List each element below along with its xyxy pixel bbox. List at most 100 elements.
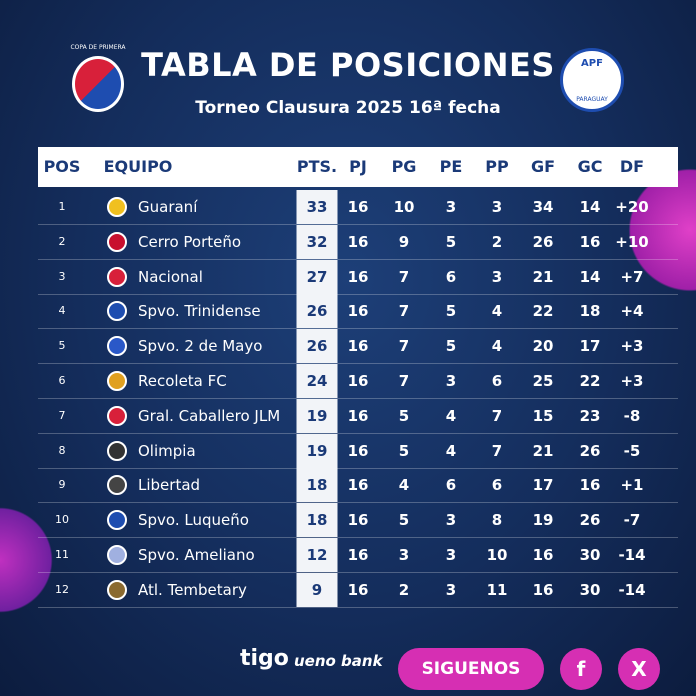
cell: 4 [491,302,503,321]
cell: 7 [491,441,503,460]
team-logo [107,231,127,252]
apf-logo [560,48,624,112]
position: 9 [58,478,66,492]
cell: 7 [398,267,410,286]
cell: 3 [445,546,457,564]
cell: +7 [620,267,644,286]
cell: 6 [445,267,457,286]
cell: 7 [491,406,503,425]
column-header: EQUIPO [103,157,173,176]
table-row: 3 Nacional 27 16 7 6 3 21 14 +7 [38,259,678,295]
table-row: 6 Recoleta FC 24 16 7 3 6 25 22 +3 [38,364,678,399]
cell: 34 [532,198,554,216]
cell: 18 [579,302,601,321]
team-logo [107,510,127,531]
points: 18 [296,468,338,503]
table-row: 8 Olimpia 19 16 5 4 7 21 26 -5 [38,433,678,469]
cell: 16 [347,511,369,530]
cell: 16 [579,476,601,495]
table-row: 10 Spvo. Luqueño 18 16 5 3 8 19 26 -7 [38,503,678,539]
cell: 7 [398,372,410,390]
team-name: Spvo. Trinidense [138,302,261,321]
cell: +1 [620,476,644,495]
position: 7 [58,408,66,422]
cell: -7 [623,511,641,530]
cell: 10 [393,198,415,216]
sponsor: ueno bank [294,652,383,670]
cell: 2 [491,232,503,251]
table-row: 7 Gral. Caballero JLM 19 16 5 4 7 15 23 -8 [38,398,678,434]
position: 1 [58,200,66,213]
column-header: GC [577,157,603,176]
cell: 22 [532,302,554,321]
cell: 21 [532,441,554,460]
cell: 3 [445,580,457,599]
cell: 16 [347,267,369,286]
position: 4 [58,304,66,318]
cell: 5 [445,337,457,356]
table-row: 2 Cerro Porteño 32 16 9 5 2 26 16 +10 [38,224,678,260]
team-logo [107,440,127,461]
cell: 5 [445,302,457,321]
position: 5 [58,339,66,353]
points: 19 [296,433,338,468]
points: 19 [296,398,338,433]
cell: 16 [347,302,369,321]
cell: 16 [347,372,369,390]
cell: 23 [579,406,601,425]
cell: 10 [486,546,508,564]
position: 2 [58,234,66,248]
cell: 26 [532,232,554,251]
cell: 19 [532,511,554,530]
cell: +3 [620,372,644,390]
cell: 4 [491,337,503,356]
cell: 5 [398,441,410,460]
cell: +4 [620,302,644,321]
follow-button[interactable]: SIGUENOS [398,648,544,690]
cell: 21 [532,267,554,286]
cell: 6 [445,476,457,495]
column-header: POS [43,157,81,176]
cell: 4 [445,406,457,425]
team-name: Guaraní [138,198,198,216]
cell: 11 [486,580,508,599]
cell: 16 [532,546,554,564]
cell: +3 [620,337,644,356]
table-row: 4 Spvo. Trinidense 26 16 7 5 4 22 18 +4 [38,294,678,330]
points: 26 [296,294,338,329]
team-logo [107,371,127,391]
cell: 16 [579,232,601,251]
team-logo [107,405,127,426]
facebook-icon[interactable]: f [560,648,602,690]
league-logo [72,56,124,112]
cell: 5 [445,232,457,251]
table-row: 12 Atl. Tembetary 9 16 2 3 11 16 30 -14 [38,572,678,608]
points: 9 [296,572,338,607]
apf-logo-text: APF [581,58,603,69]
points: 18 [296,503,338,538]
table-row: 9 Libertad 18 16 4 6 6 17 16 +1 [38,468,678,504]
team-logo [107,545,127,565]
cell: 2 [398,580,410,599]
cell: 3 [491,267,503,286]
cell: 4 [445,441,457,460]
team-name: Spvo. Luqueño [138,511,249,530]
subtitle: Torneo Clausura 2025 16ª fecha [195,98,501,118]
team-name: Olimpia [138,441,196,460]
cell: 30 [579,546,601,564]
cell: 3 [445,372,457,390]
table-row: 1 Guaraní 33 16 10 3 3 34 14 +20 [38,190,678,225]
cell: 3 [491,198,503,216]
cell: 16 [347,476,369,495]
column-header: DF [619,157,645,176]
position: 8 [58,443,66,457]
table-row: 5 Spvo. 2 de Mayo 26 16 7 5 4 20 17 +3 [38,329,678,365]
cell: 6 [491,476,503,495]
cell: 4 [398,476,410,495]
league-logo-text: COPA DE PRIMERA [70,44,126,51]
cell: +10 [615,232,649,251]
column-header: PJ [349,157,367,176]
cell: 16 [347,232,369,251]
sponsor: tigo [240,646,289,671]
x-icon[interactable]: X [618,648,660,690]
